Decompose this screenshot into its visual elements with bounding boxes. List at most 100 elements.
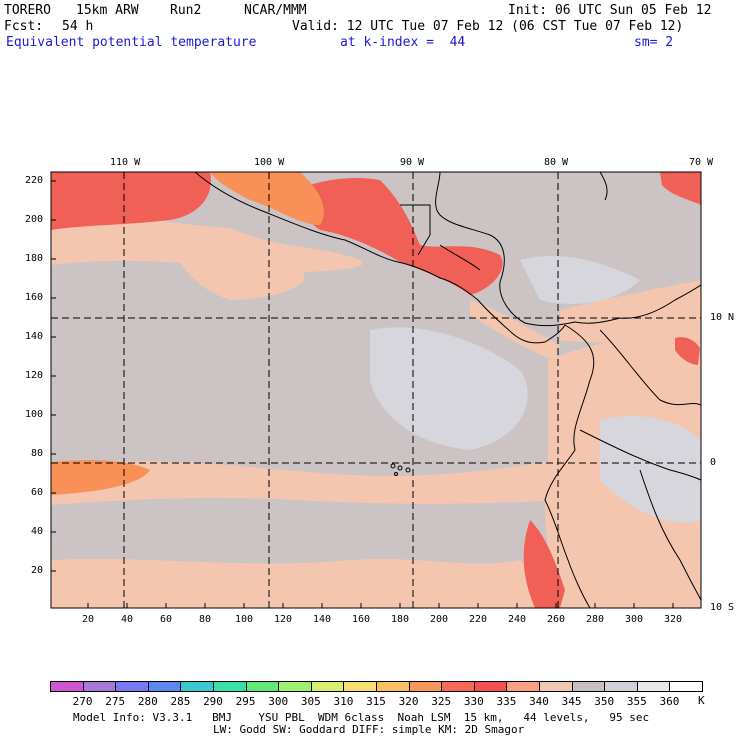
x-tick-200: 200 [430, 614, 449, 625]
x-tick-140: 140 [313, 614, 332, 625]
colorbar-swatch [669, 681, 703, 692]
y-tick-120: 120 [25, 370, 44, 381]
border-honduras [439, 244, 481, 271]
lon-label-70w: 70 W [689, 157, 714, 168]
colorbar-level-label: 330 [463, 695, 484, 708]
field-salmon-central [170, 240, 305, 300]
colorbar-swatch [343, 681, 377, 692]
init-time: Init: 06 UTC Sun 05 Feb 12 [508, 3, 712, 18]
colorbar-swatch [82, 681, 117, 692]
colorbar-level-label: 285 [170, 695, 191, 708]
x-tick-60: 60 [160, 614, 173, 625]
colorbar-swatch [180, 681, 214, 692]
forecast-hours: 54 h [62, 19, 94, 34]
colorbar-swatch [441, 681, 475, 692]
colorbar-level-label: 305 [300, 695, 321, 708]
map-frame [50, 171, 702, 609]
x-tick-100: 100 [235, 614, 254, 625]
colorbar-level-label: 280 [137, 695, 158, 708]
colorbar-level-label: 335 [496, 695, 517, 708]
x-tick-260: 260 [547, 614, 566, 625]
x-tick-240: 240 [508, 614, 527, 625]
colorbar-level-label: 310 [333, 695, 354, 708]
lon-label-80w: 80 W [544, 157, 569, 168]
y-tick-200: 200 [25, 214, 44, 225]
y-tick-40: 40 [31, 526, 44, 537]
lat-label-10n: 10 N [710, 312, 735, 323]
field-grey-central [370, 327, 528, 450]
field-salmon-bottom [51, 558, 560, 608]
colorbar-swatch [571, 681, 606, 692]
field-grey-caribbean [520, 256, 640, 304]
x-tick-220: 220 [469, 614, 488, 625]
colorbar-swatch [408, 681, 443, 692]
colorbar-level-label: 270 [72, 695, 93, 708]
colorbar-swatch [636, 681, 671, 692]
colorbar-swatch [310, 681, 345, 692]
lat-label-0: 0 [710, 457, 717, 468]
colorbar-level-label: 345 [561, 695, 582, 708]
field-red-gulf [660, 172, 701, 205]
coastline-south-america-pacific [544, 324, 595, 608]
field-salmon-caribbean [560, 280, 701, 342]
y-tick-100: 100 [25, 409, 44, 420]
galapagos-island-1 [390, 463, 396, 469]
coastline-yucatan [599, 172, 608, 201]
galapagos-island-3 [405, 467, 411, 473]
galapagos-island-2 [397, 465, 403, 471]
x-tick-300: 300 [625, 614, 644, 625]
colorbar-swatch [213, 681, 247, 692]
x-tick-180: 180 [391, 614, 410, 625]
colorbar-level-label: 340 [529, 695, 549, 708]
x-tick-280: 280 [586, 614, 605, 625]
field-orange-pacific [51, 460, 150, 495]
colorbar-level-label: 275 [105, 695, 126, 708]
coastline-mexico-pacific [194, 172, 566, 344]
field-red-northwest [51, 172, 211, 230]
border-peru [579, 429, 701, 481]
y-tick-80: 80 [31, 448, 44, 459]
field-orange-mexico [210, 172, 324, 225]
lon-label-100w: 100 W [254, 157, 285, 168]
colorbar-swatch [278, 681, 312, 692]
field-red-colombia [675, 337, 700, 365]
model-name: TORERO [4, 3, 51, 18]
x-tick-80: 80 [199, 614, 212, 625]
border-colombia [599, 329, 701, 406]
run-label: Run2 [170, 3, 202, 18]
colorbar-unit: K [698, 694, 705, 707]
y-tick-160: 160 [25, 292, 44, 303]
forecast-label: Fcst: [4, 19, 44, 34]
colorbar-level-label: 355 [626, 695, 647, 708]
y-tick-220: 220 [25, 175, 44, 186]
colorbar-swatch [115, 681, 149, 692]
colorbar-level-label: 350 [594, 695, 615, 708]
colorbar-swatch [539, 681, 573, 692]
x-tick-120: 120 [274, 614, 293, 625]
colorbar-swatch [506, 681, 540, 692]
border-brazil [639, 469, 701, 601]
colorbar-level-label: 315 [366, 695, 386, 708]
colorbar-swatch [245, 681, 280, 692]
colorbar-swatch [376, 681, 410, 692]
colorbar-level-label: 300 [268, 695, 289, 708]
colorbar-level-label: 295 [235, 695, 256, 708]
colorbar-swatch [604, 681, 638, 692]
smoothing-label: sm= 2 [634, 35, 674, 50]
y-tick-140: 140 [25, 331, 44, 342]
physics-info: LW: Godd SW: Goddard DIFF: simple KM: 2D… [213, 723, 525, 736]
colorbar-level-label: 320 [398, 695, 419, 708]
colorbar-level-label: 360 [659, 695, 680, 708]
field-grey-amazon [600, 416, 701, 523]
colorbar-swatch [473, 681, 508, 692]
level-label: at k-index = 44 [340, 35, 466, 50]
org-label: NCAR/MMM [244, 3, 307, 18]
y-tick-20: 20 [31, 565, 44, 576]
model-info: Model Info: V3.3.1 BMJ YSU PBL WDM 6clas… [73, 711, 650, 724]
x-tick-320: 320 [664, 614, 683, 625]
field-name: Equivalent potential temperature [6, 35, 257, 50]
lon-label-90w: 90 W [400, 157, 425, 168]
border-guatemala [400, 204, 431, 256]
colorbar-level-label: 290 [203, 695, 223, 708]
